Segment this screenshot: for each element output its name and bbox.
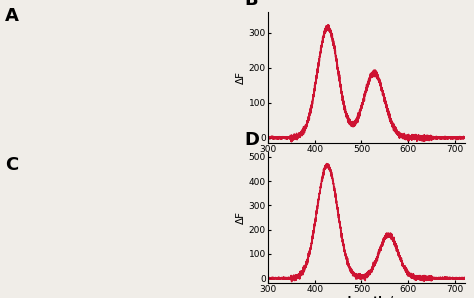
Text: B: B xyxy=(244,0,258,9)
Text: D: D xyxy=(244,131,259,149)
Text: C: C xyxy=(5,156,18,174)
Text: A: A xyxy=(5,7,19,25)
X-axis label: wavelength / nm: wavelength / nm xyxy=(317,156,415,165)
Y-axis label: ΔF: ΔF xyxy=(236,71,246,84)
Y-axis label: ΔF: ΔF xyxy=(236,211,246,224)
X-axis label: wavelength / nm: wavelength / nm xyxy=(317,296,415,298)
